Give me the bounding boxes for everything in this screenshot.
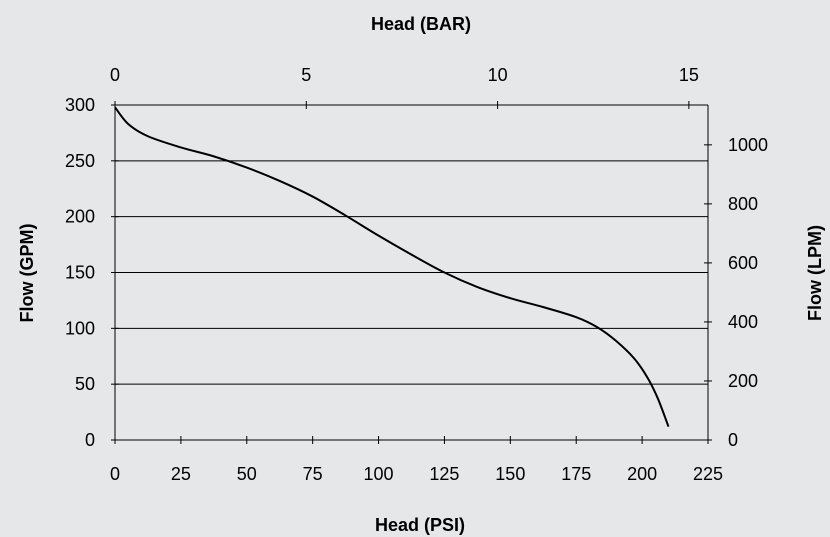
y2-tick-label: 1000 [728,135,768,155]
x2-tick-label: 10 [488,65,508,85]
x2-tick-label: 0 [110,65,120,85]
x-tick-label: 0 [110,464,120,484]
x-tick-label: 125 [429,464,459,484]
x-tick-label: 225 [693,464,723,484]
x-tick-label: 75 [303,464,323,484]
x-tick-label: 150 [495,464,525,484]
y2-tick-label: 600 [728,253,758,273]
y-axis-title-left: Flow (GPM) [17,224,37,323]
x-axis-title-bottom: Head (PSI) [375,515,465,535]
x2-tick-label: 5 [301,65,311,85]
x-axis-title-top: Head (BAR) [371,14,471,34]
y2-tick-label: 200 [728,371,758,391]
y-tick-label: 200 [65,207,95,227]
y-tick-label: 50 [75,374,95,394]
pump-curve-line [114,106,670,427]
x-tick-label: 175 [561,464,591,484]
y-tick-label: 250 [65,151,95,171]
y2-tick-label: 400 [728,312,758,332]
x-tick-label: 50 [237,464,257,484]
x-tick-label: 25 [171,464,191,484]
y2-tick-label: 0 [728,430,738,450]
y-axis-title-right: Flow (LPM) [805,225,825,321]
y-tick-label: 150 [65,263,95,283]
y-tick-label: 100 [65,318,95,338]
x-tick-label: 200 [627,464,657,484]
y-tick-label: 0 [85,430,95,450]
y-tick-label: 300 [65,95,95,115]
x-tick-label: 100 [364,464,394,484]
x2-tick-label: 15 [679,65,699,85]
y2-tick-label: 800 [728,194,758,214]
